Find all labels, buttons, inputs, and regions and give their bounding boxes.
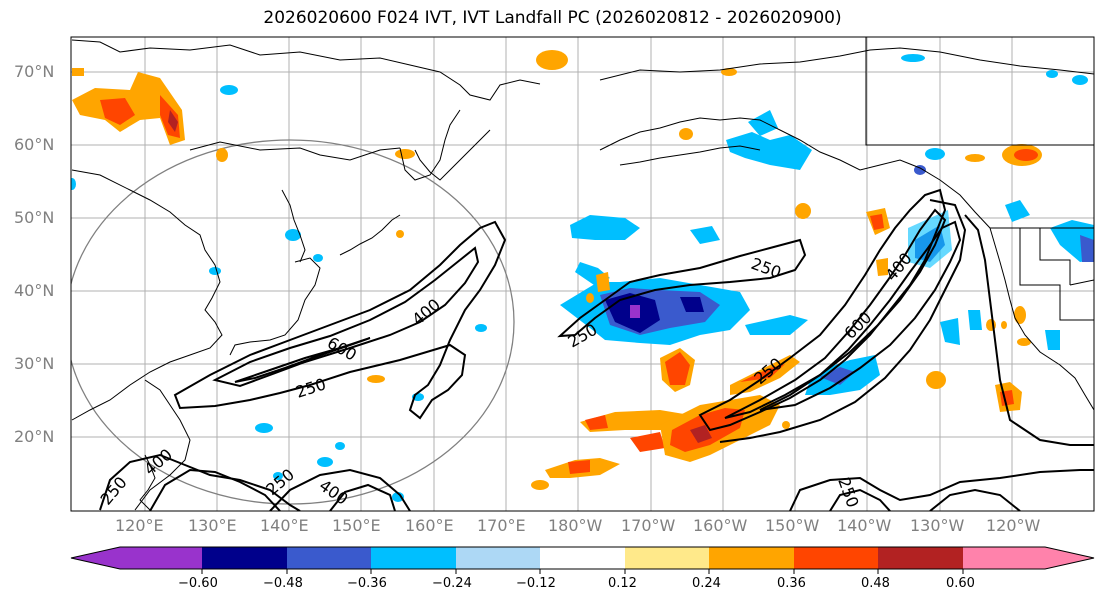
lon-label: 180°W	[548, 516, 603, 535]
map-title: 2026020600 F024 IVT, IVT Landfall PC (20…	[263, 8, 842, 28]
colorbar-tick-label: −0.12	[516, 576, 556, 591]
lon-label: 130°W	[910, 516, 965, 535]
lon-label: 170°E	[477, 516, 526, 535]
lat-label: 30°N	[14, 354, 55, 373]
contour-label: 600	[324, 333, 360, 365]
colorbar-tick-label: 0.12	[608, 576, 637, 591]
lon-label: 140°E	[260, 516, 309, 535]
lon-label: 120°W	[986, 516, 1041, 535]
colorbar-tick-label: 0.24	[692, 576, 721, 591]
colorbar-tick-label: 0.60	[946, 576, 975, 591]
lon-label: 150°W	[765, 516, 820, 535]
contour-label: 400	[316, 476, 352, 509]
contour-label: 250	[749, 254, 784, 282]
lon-label: 160°E	[405, 516, 454, 535]
region-outline	[71, 139, 515, 505]
lon-label: 150°E	[332, 516, 381, 535]
ivt-anomaly-fill	[71, 50, 1094, 502]
colorbar-tick-label: −0.24	[432, 576, 472, 591]
colorbar	[70, 546, 1095, 574]
lat-label: 70°N	[14, 62, 55, 81]
lon-label: 140°W	[837, 516, 892, 535]
ivt-contours	[99, 188, 1094, 511]
lon-label: 170°W	[621, 516, 676, 535]
gridlines	[71, 37, 1094, 511]
contour-label: 600	[840, 308, 875, 343]
lat-label: 60°N	[14, 135, 55, 154]
contour-label: 250	[293, 374, 328, 402]
lat-label: 40°N	[14, 281, 55, 300]
colorbar-tick-label: −0.48	[263, 576, 303, 591]
colorbar-tick-label: −0.36	[347, 576, 387, 591]
colorbar-high-extend	[1045, 547, 1094, 569]
lon-label: 130°E	[188, 516, 237, 535]
lon-label: 120°E	[115, 516, 164, 535]
lon-label: 160°W	[693, 516, 748, 535]
map-frame	[70, 36, 1095, 512]
contour-label: 250	[262, 465, 298, 499]
colorbar-low-extend	[71, 547, 120, 569]
coastlines	[71, 37, 1094, 511]
colorbar-tick-label: 0.36	[777, 576, 806, 591]
lat-label: 50°N	[14, 208, 55, 227]
colorbar-tick-label: 0.48	[861, 576, 890, 591]
lat-label: 20°N	[14, 427, 55, 446]
contour-label: 250	[834, 475, 862, 510]
colorbar-tick-label: −0.60	[178, 576, 218, 591]
